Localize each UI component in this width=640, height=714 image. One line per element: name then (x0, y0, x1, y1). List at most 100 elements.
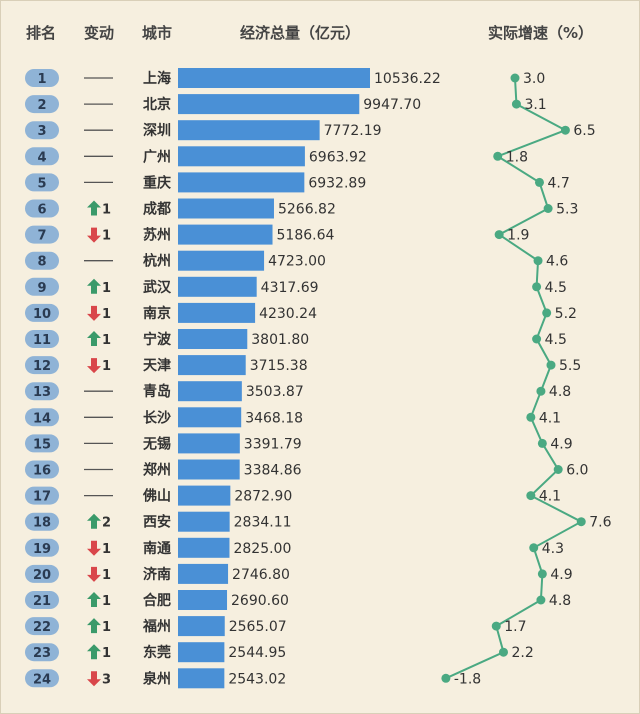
city-label: 青岛 (143, 383, 171, 400)
growth-point (441, 673, 451, 683)
gdp-bar (178, 511, 230, 532)
rank-up-arrow-icon (87, 331, 101, 346)
gdp-bar (178, 642, 225, 663)
rank-number: 24 (33, 672, 51, 687)
growth-value-label: 5.3 (556, 202, 578, 218)
growth-point (536, 595, 546, 605)
gdp-value-label: 2565.07 (229, 619, 287, 635)
growth-value-label: 6.0 (566, 463, 588, 479)
gdp-value-label: 7772.19 (324, 123, 382, 139)
growth-point (534, 177, 544, 187)
gdp-value-label: 2872.90 (234, 489, 292, 505)
city-label: 上海 (143, 70, 171, 87)
rank-number: 12 (33, 359, 51, 374)
header-gdp: 经济总量（亿元） (240, 24, 361, 42)
rank-badge (25, 173, 59, 192)
gdp-value-label: 2746.80 (232, 567, 290, 583)
growth-point (526, 491, 536, 501)
gdp-value-label: 3391.79 (244, 436, 302, 452)
gdp-value-label: 5186.64 (277, 228, 335, 244)
gdp-bar (178, 94, 360, 115)
growth-value-label: 4.1 (539, 410, 561, 426)
gdp-bar (178, 563, 229, 584)
rank-number: 2 (37, 98, 46, 113)
rank-badge (25, 408, 59, 427)
rank-number: 23 (33, 646, 51, 661)
rank-badge (25, 330, 59, 348)
gdp-value-label: 3384.86 (244, 463, 302, 479)
rank-down-arrow-icon (87, 227, 101, 243)
gdp-bar (178, 120, 320, 141)
gdp-bar (178, 537, 230, 558)
gdp-bar (178, 355, 246, 376)
growth-point (532, 334, 542, 344)
growth-point (536, 386, 546, 396)
rank-number: 18 (33, 516, 51, 531)
rank-change-value: 1 (102, 542, 111, 557)
growth-point (494, 230, 504, 240)
rank-down-arrow-icon (87, 671, 101, 687)
growth-value-label: 4.6 (546, 254, 568, 270)
gdp-bar (178, 381, 242, 402)
rank-badge (25, 486, 59, 505)
city-label: 郑州 (143, 462, 171, 479)
gdp-value-label: 4230.24 (259, 306, 317, 322)
growth-value-label: 5.2 (555, 306, 577, 322)
rank-change-value: 1 (102, 307, 111, 322)
rank-up-arrow-icon (87, 644, 101, 660)
rank-down-arrow-icon (87, 566, 101, 582)
city-label: 南通 (143, 540, 171, 557)
gdp-bar (178, 198, 274, 219)
rank-badge (25, 669, 59, 688)
gdp-value-label: 3715.38 (250, 358, 308, 374)
gdp-value-label: 4723.00 (268, 254, 326, 270)
gdp-value-label: 6932.89 (308, 175, 366, 191)
city-label: 深圳 (143, 122, 171, 139)
gdp-value-label: 3468.18 (245, 410, 303, 426)
growth-value-label: 4.8 (549, 384, 571, 400)
gdp-value-label: 2543.02 (228, 671, 286, 687)
rank-badge (25, 199, 59, 218)
city-label: 宁波 (143, 331, 172, 348)
gdp-bar (178, 329, 248, 349)
gdp-value-label: 2825.00 (233, 541, 291, 557)
city-label: 东莞 (143, 644, 171, 661)
gdp-value-label: 2690.60 (231, 593, 289, 609)
gdp-value-label: 3503.87 (246, 384, 304, 400)
growth-point (511, 99, 521, 109)
header-rank: 排名 (26, 24, 57, 42)
gdp-value-label: 10536.22 (374, 71, 441, 87)
rank-badge (25, 277, 59, 296)
rank-down-arrow-icon (87, 305, 101, 321)
growth-value-label: 1.7 (504, 619, 526, 635)
rank-badge (25, 643, 59, 662)
gdp-bar (178, 302, 256, 323)
rank-up-arrow-icon (87, 278, 101, 294)
rank-change-value: 1 (102, 359, 111, 374)
growth-point (553, 465, 563, 474)
gdp-bar (178, 616, 225, 637)
city-label: 无锡 (142, 435, 171, 452)
rank-change-value: 1 (102, 594, 111, 609)
rank-number: 21 (33, 594, 51, 609)
rank-down-arrow-icon (87, 540, 101, 556)
growth-value-label: -1.8 (454, 671, 481, 687)
city-label: 福州 (142, 618, 171, 635)
growth-point (510, 73, 520, 83)
growth-point (537, 569, 547, 579)
rank-badge (25, 434, 59, 453)
growth-value-label: 7.6 (589, 515, 611, 531)
rank-number: 22 (33, 620, 51, 635)
rank-number: 19 (33, 542, 51, 557)
gdp-bar (178, 590, 228, 610)
gdp-value-label: 2834.11 (234, 515, 292, 531)
growth-point (560, 125, 570, 135)
rank-badge (25, 121, 59, 140)
gdp-bar (178, 68, 370, 88)
growth-value-label: 4.5 (545, 332, 567, 348)
growth-value-label: 4.9 (550, 436, 572, 452)
growth-value-label: 2.2 (511, 645, 533, 661)
rank-number: 13 (33, 385, 51, 400)
growth-point (498, 647, 508, 657)
gdp-bar (178, 276, 257, 297)
